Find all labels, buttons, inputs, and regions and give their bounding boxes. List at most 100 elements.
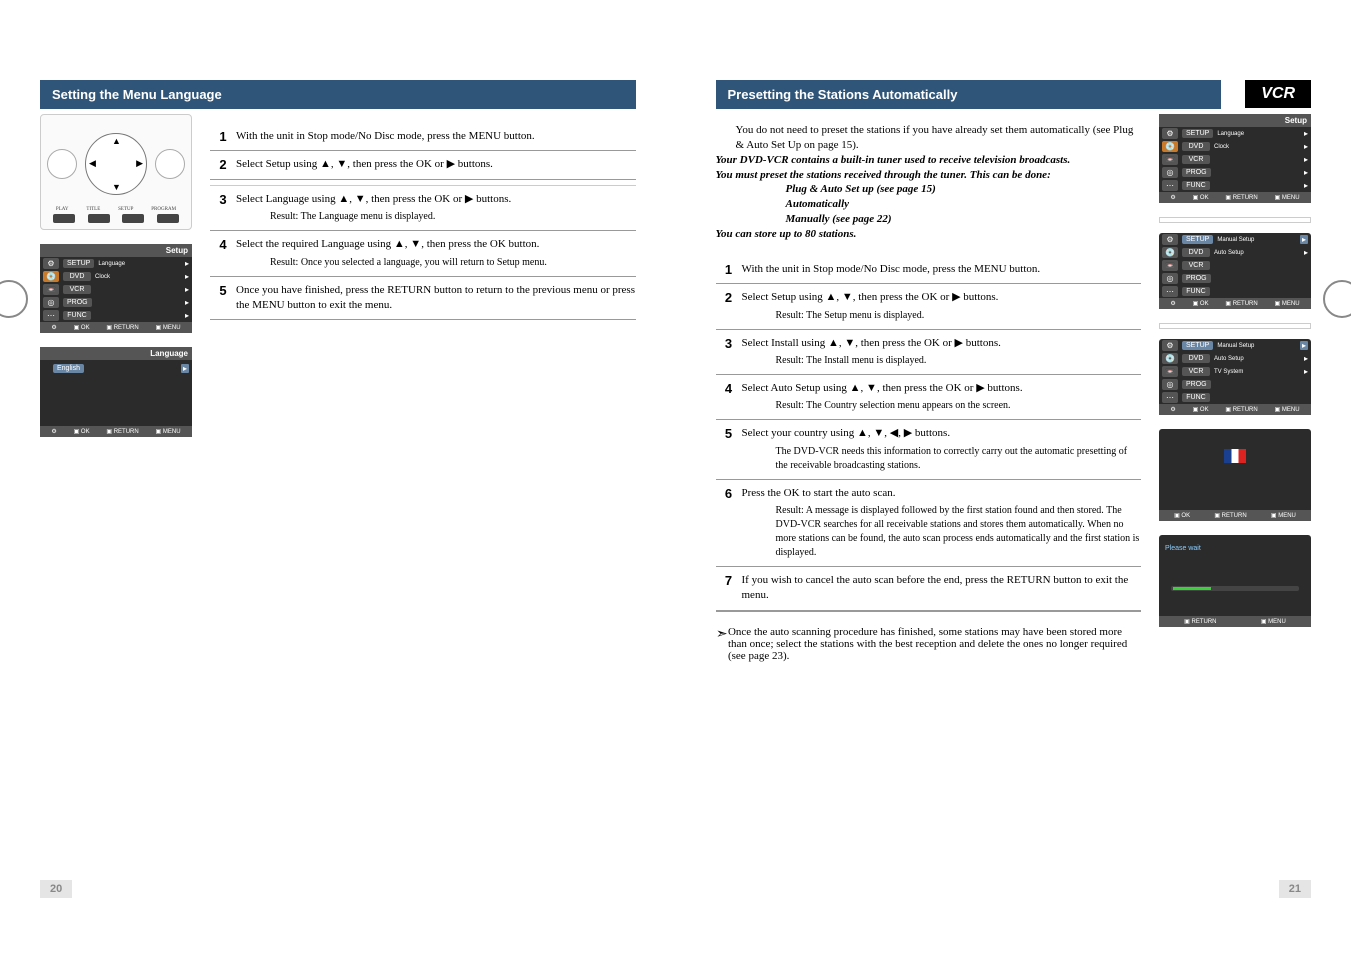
osd-footer-item: ▣ RETURN [1225,300,1257,307]
osd-row-value: TV System [1210,369,1304,375]
step-row: 4 Select the required Language using ▲, … [210,231,636,276]
step-result: Result: The Language menu is displayed. [236,210,636,224]
osd-footer-item: ▣ RETURN [1225,406,1257,413]
osd-row-label: DVD [1182,142,1210,151]
intro-sub: Automatically [716,197,1142,212]
gear-icon: ⚙ [43,258,59,269]
intro-line: You can store up to 80 stations. [716,227,1142,242]
osd-scan-progress: Please wait ▣ RETURN ▣ MENU [1159,535,1311,627]
osd-row-value: Language [94,261,185,267]
chevron-right-icon: ▸ [1304,142,1308,151]
intro-sub: Plug & Auto Set up (see page 15) [716,182,1142,197]
osd-footer-item: ⚙ [1170,194,1175,201]
disc-icon: 💿 [1162,353,1178,364]
gear-icon: ⚙ [1162,234,1178,245]
chevron-right-icon: ▸ [1304,181,1308,190]
step-number: 6 [716,486,742,560]
step-text: Select Install using ▲, ▼, then press th… [742,337,1001,349]
osd-setup-menu: Setup ⚙SETUPLanguage▸ 💿DVDClock▸ 📼VCR▸ ◎… [40,244,192,333]
osd-footer-item: ▣ RETURN [1184,618,1216,625]
osd-title: Setup [40,244,192,257]
osd-footer-item: ▣ RETURN [106,428,138,435]
vcr-tag: VCR [1245,80,1311,108]
step-text: Select the required Language using ▲, ▼,… [236,238,539,250]
binder-hole-icon [0,280,28,318]
step-text: With the unit in Stop mode/No Disc mode,… [236,129,636,144]
osd-title: Setup [1159,114,1311,127]
prog-icon: ◎ [1162,167,1178,178]
step-row: 1With the unit in Stop mode/No Disc mode… [716,256,1142,284]
step-number: 3 [210,192,236,224]
step-text: Press the OK to start the auto scan. [742,487,896,499]
step-number: 3 [716,336,742,368]
osd-row-label: FUNC [1182,181,1210,190]
osd-footer-item: ▣ OK [74,428,90,435]
page-number: 20 [40,880,72,898]
osd-row-label: SETUP [1182,341,1213,350]
prog-icon: ◎ [1162,379,1178,390]
osd-row-label: SETUP [1182,129,1213,138]
chevron-right-icon: ▸ [1304,367,1308,376]
left-illustration-column: ▲▼◀▶ PLAY TITLE SETUP PROGRAM Setup ⚙SET… [40,114,192,451]
step-row: 2 Select Setup using ▲, ▼, then press th… [210,151,636,179]
step-row: 1 With the unit in Stop mode/No Disc mod… [210,123,636,151]
section-header-right: Presetting the Stations Automatically [716,80,1222,109]
osd-footer-item: ▣ OK [1193,406,1209,413]
step-result: Result: The Country selection menu appea… [742,399,1142,413]
step-number: 5 [210,283,236,314]
step-row: 2Select Setup using ▲, ▼, then press the… [716,284,1142,329]
osd-row-label: PROG [63,298,92,307]
gear-icon: ⚙ [1162,340,1178,351]
remote-btn-label: PROGRAM [151,207,176,212]
osd-row-label: FUNC [63,311,91,320]
step-text: Once you have finished, press the RETURN… [236,283,636,314]
chevron-right-icon: ▸ [185,298,189,307]
tape-icon: 📼 [43,284,59,295]
intro-sub: Manually (see page 22) [716,212,1142,227]
step-text: Select Setup using ▲, ▼, then press the … [236,157,636,172]
osd-language-menu: Language English▸ ⚙ ▣ OK ▣ RETURN ▣ MENU [40,347,192,437]
divider [1159,323,1311,329]
osd-row-label: VCR [1182,367,1210,376]
right-illustration-column: Setup ⚙SETUPLanguage▸ 💿DVDClock▸ 📼VCR▸ ◎… [1159,114,1311,641]
osd-row-label: PROG [1182,380,1211,389]
osd-footer-item: ▣ MENU [1271,512,1296,519]
osd-footer-item: ▣ MENU [156,428,181,435]
osd-footer-item: ▣ OK [74,324,90,331]
step-result: Result: The Setup menu is displayed. [742,309,1142,323]
chevron-right-icon: ▸ [185,285,189,294]
intro-line: Your DVD-VCR contains a built-in tuner u… [716,153,1142,168]
disc-icon: 💿 [1162,247,1178,258]
gear-icon: ⚙ [1162,128,1178,139]
step-number: 7 [716,573,742,604]
osd-title: Language [40,347,192,360]
osd-row-label: VCR [63,285,91,294]
osd-footer-item: ⚙ [1170,300,1175,307]
func-icon: ⋯ [1162,286,1178,297]
chevron-right-icon: ▸ [1300,341,1308,350]
footer-note-text: Once the auto scanning procedure has fin… [728,626,1141,662]
step-row: 6Press the OK to start the auto scan.Res… [716,480,1142,567]
step-number: 2 [210,157,236,172]
chevron-right-icon: ▸ [185,311,189,320]
right-content: You do not need to preset the stations i… [716,123,1142,662]
osd-row-label: VCR [1182,155,1210,164]
func-icon: ⋯ [1162,392,1178,403]
step-result: Result: Once you selected a language, yo… [236,256,636,270]
osd-row-label: DVD [63,272,91,281]
osd-row-label: DVD [1182,354,1210,363]
osd-row-value: Manual Setup [1213,343,1300,349]
osd-footer-item: ⚙ [51,324,56,331]
section-header-left: Setting the Menu Language [40,80,636,109]
osd-footer-item: ▣ RETURN [1225,194,1257,201]
step-row: 5 Once you have finished, press the RETU… [210,277,636,321]
chevron-right-icon: ▸ [1300,235,1308,244]
remote-illustration: ▲▼◀▶ PLAY TITLE SETUP PROGRAM [40,114,192,230]
osd-install-menu-2: ⚙SETUPManual Setup▸ 💿DVDAuto Setup▸ 📼VCR… [1159,339,1311,415]
note-arrow-icon: ➣ [716,626,728,662]
remote-btn-label: PLAY [56,207,69,212]
chevron-right-icon: ▸ [1304,168,1308,177]
osd-row-label: English [53,364,84,373]
tape-icon: 📼 [1162,366,1178,377]
step-number: 4 [210,237,236,269]
